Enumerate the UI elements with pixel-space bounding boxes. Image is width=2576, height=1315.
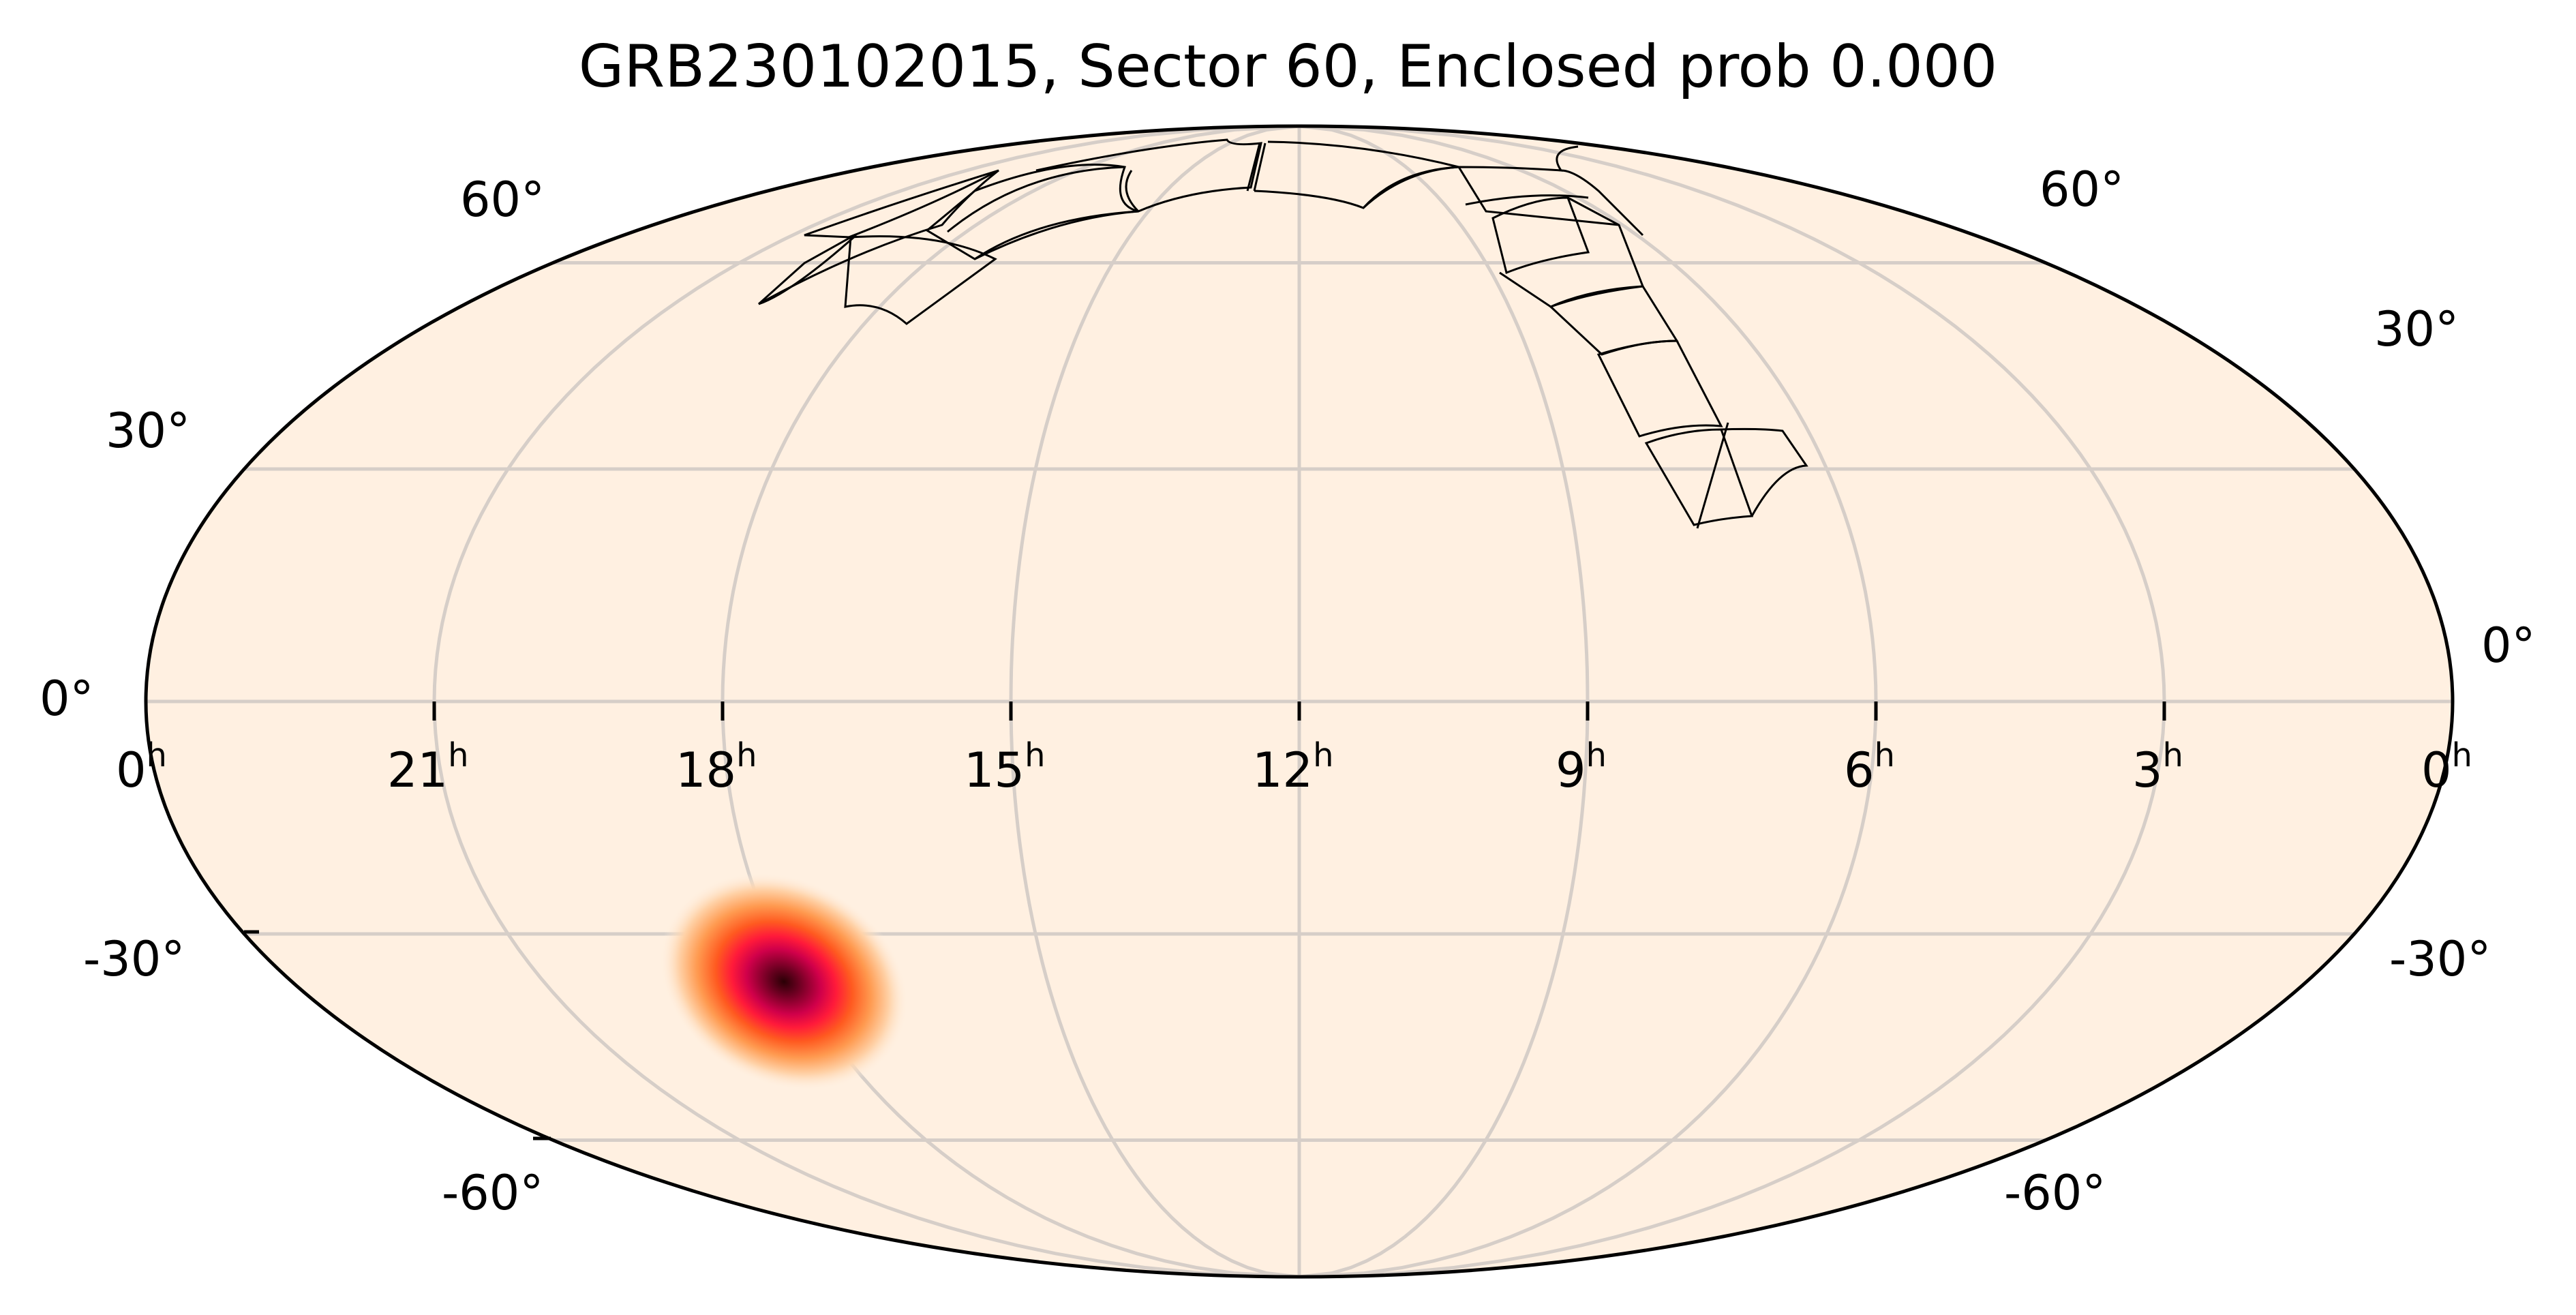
ra-label-unit: h [146, 736, 167, 774]
dec-label-left-30: 30° [106, 403, 191, 459]
sky-boundary [144, 124, 2455, 1279]
ra-label-text: 0 [2421, 742, 2452, 798]
ra-label-15h: 15h [964, 739, 1046, 794]
ra-label-text: 3 [2132, 742, 2163, 798]
ra-label-text: 12 [1252, 742, 1314, 798]
ra-label-21h: 21h [387, 739, 469, 794]
ra-label-unit: h [1874, 736, 1895, 774]
ra-label-text: 21 [387, 742, 449, 798]
ra-label-unit: h [1586, 736, 1607, 774]
ra-label-text: 15 [964, 742, 1025, 798]
ra-label-unit: h [1313, 736, 1334, 774]
dec-label-right-m30: -30° [2389, 931, 2491, 987]
ra-ticks [244, 701, 2166, 1140]
dec-label-left-m60: -60° [442, 1165, 544, 1221]
ra-label-3h: 3h [2132, 739, 2183, 794]
dec-label-left-60: 60° [460, 172, 545, 228]
ra-label-text: 9 [1556, 742, 1586, 798]
ra-label-12h: 12h [1252, 739, 1334, 794]
chart-title: GRB230102015, Sector 60, Enclosed prob 0… [578, 33, 1998, 101]
ra-label-0h-right: 0h [2421, 739, 2472, 794]
dec-label-right-m60: -60° [2004, 1165, 2106, 1221]
ra-label-text: 6 [1844, 742, 1875, 798]
ra-label-0h-left: 0h [116, 739, 167, 794]
dec-label-right-0: 0° [2481, 618, 2536, 674]
ra-label-6h: 6h [1844, 739, 1895, 794]
ra-label-text: 18 [676, 742, 737, 798]
ra-label-9h: 9h [1556, 739, 1607, 794]
probability-blob [660, 873, 908, 1091]
ra-label-unit: h [736, 736, 757, 774]
ra-label-text: 0 [116, 742, 147, 798]
dec-label-right-60: 60° [2040, 162, 2125, 217]
ra-label-unit: h [1025, 736, 1046, 774]
dec-label-left-m30: -30° [83, 931, 185, 987]
dec-label-right-30: 30° [2374, 301, 2459, 357]
tess-footprint [757, 138, 1808, 529]
ra-label-unit: h [2162, 736, 2183, 774]
ra-label-18h: 18h [676, 739, 757, 794]
dec-label-left-0: 0° [40, 671, 94, 727]
ra-label-unit: h [448, 736, 469, 774]
ra-label-unit: h [2451, 736, 2472, 774]
